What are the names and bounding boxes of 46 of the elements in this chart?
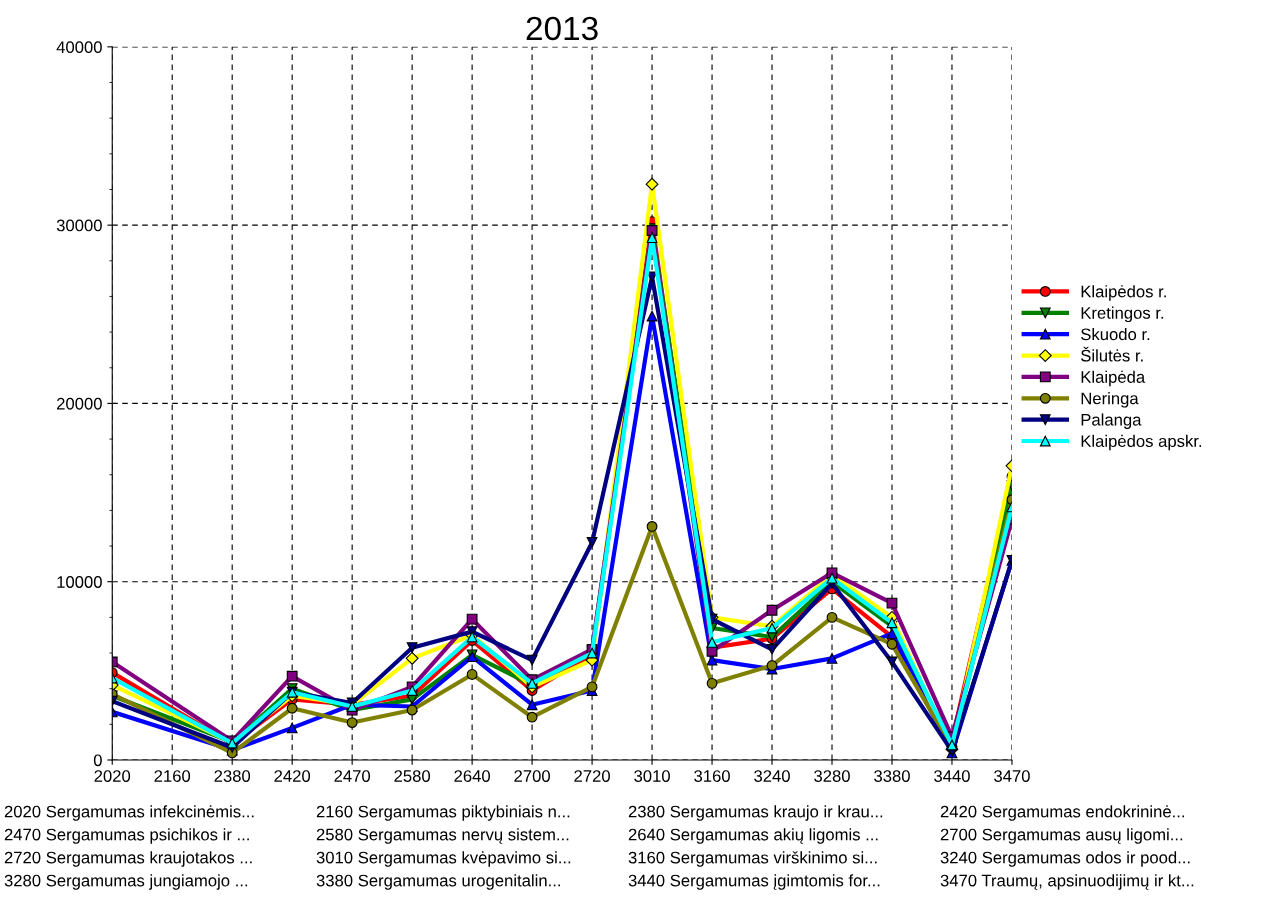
x-tick-label: 2470: [334, 770, 371, 782]
text: 2380 Sergamumas kraujo ir krau...: [628, 805, 883, 821]
legend-label: Klaipėdos apskr.: [1081, 434, 1202, 451]
legend-label: Palanga: [1081, 413, 1142, 429]
text: 3010 Sergamumas kvėpavimo si...: [316, 851, 571, 867]
text: 2580 Sergamumas nervų sistem...: [316, 828, 569, 844]
text: 2470 Sergamumas psichikos ir ...: [4, 828, 249, 844]
y-tick-label: 0: [93, 754, 102, 767]
text: 3440 Sergamumas įgimtomis for...: [628, 874, 880, 890]
text: 2160 Sergamumas piktybiniais n...: [316, 805, 570, 821]
text: 2020 Sergamumas infekcinėmis...: [4, 805, 254, 821]
text: 3280 Sergamumas jungiamojo ...: [4, 874, 248, 890]
chart-title: 2013: [526, 16, 598, 41]
y-tick-label: 40000: [56, 41, 102, 54]
text: 2720 Sergamumas kraujotakos ...: [4, 851, 252, 867]
x-tick-label: 3160: [694, 770, 730, 782]
x-tick-label: 3240: [754, 770, 790, 782]
text: 3240 Sergamumas odos ir pood...: [940, 851, 1190, 867]
text: 3470 Traumų, apsinuodijimų ir kt...: [940, 874, 1194, 890]
x-tick-label: 2380: [214, 770, 251, 782]
legend-label: Klaipėda: [1081, 370, 1146, 387]
text: 2700 Sergamumas ausų ligomi...: [940, 828, 1183, 844]
text: 2640 Sergamumas akių ligomis ...: [628, 828, 878, 844]
legend-label: Neringa: [1081, 392, 1139, 408]
text: 2420 Sergamumas endokrininė...: [940, 805, 1184, 821]
x-tick-label: 2640: [454, 770, 491, 782]
legend-label: Skuodo r.: [1081, 327, 1150, 341]
x-tick-label: 2720: [574, 770, 610, 782]
x-tick-label: 2020: [94, 770, 131, 782]
x-tick-label: 3440: [934, 770, 970, 782]
text: 3160 Sergamumas virškinimo si...: [628, 851, 877, 867]
y-tick-label: 30000: [56, 219, 102, 232]
x-tick-label: 2700: [514, 770, 550, 782]
text: 3380 Sergamumas urogenitalin...: [316, 874, 560, 890]
y-tick-label: 10000: [57, 576, 102, 588]
x-tick-label: 2420: [274, 770, 311, 782]
x-tick-label: 3470: [994, 770, 1030, 782]
legend-label: Kretingos r.: [1081, 306, 1164, 323]
x-tick-label: 3280: [814, 770, 850, 782]
x-tick-label: 2160: [154, 770, 191, 782]
y-tick-label: 20000: [57, 397, 102, 410]
legend-label: Klaipėdos r.: [1081, 285, 1166, 301]
x-tick-label: 2580: [394, 770, 431, 782]
x-tick-label: 3010: [634, 770, 670, 782]
legend-label: Šilutės r.: [1081, 346, 1143, 362]
x-tick-label: 3380: [874, 770, 910, 782]
